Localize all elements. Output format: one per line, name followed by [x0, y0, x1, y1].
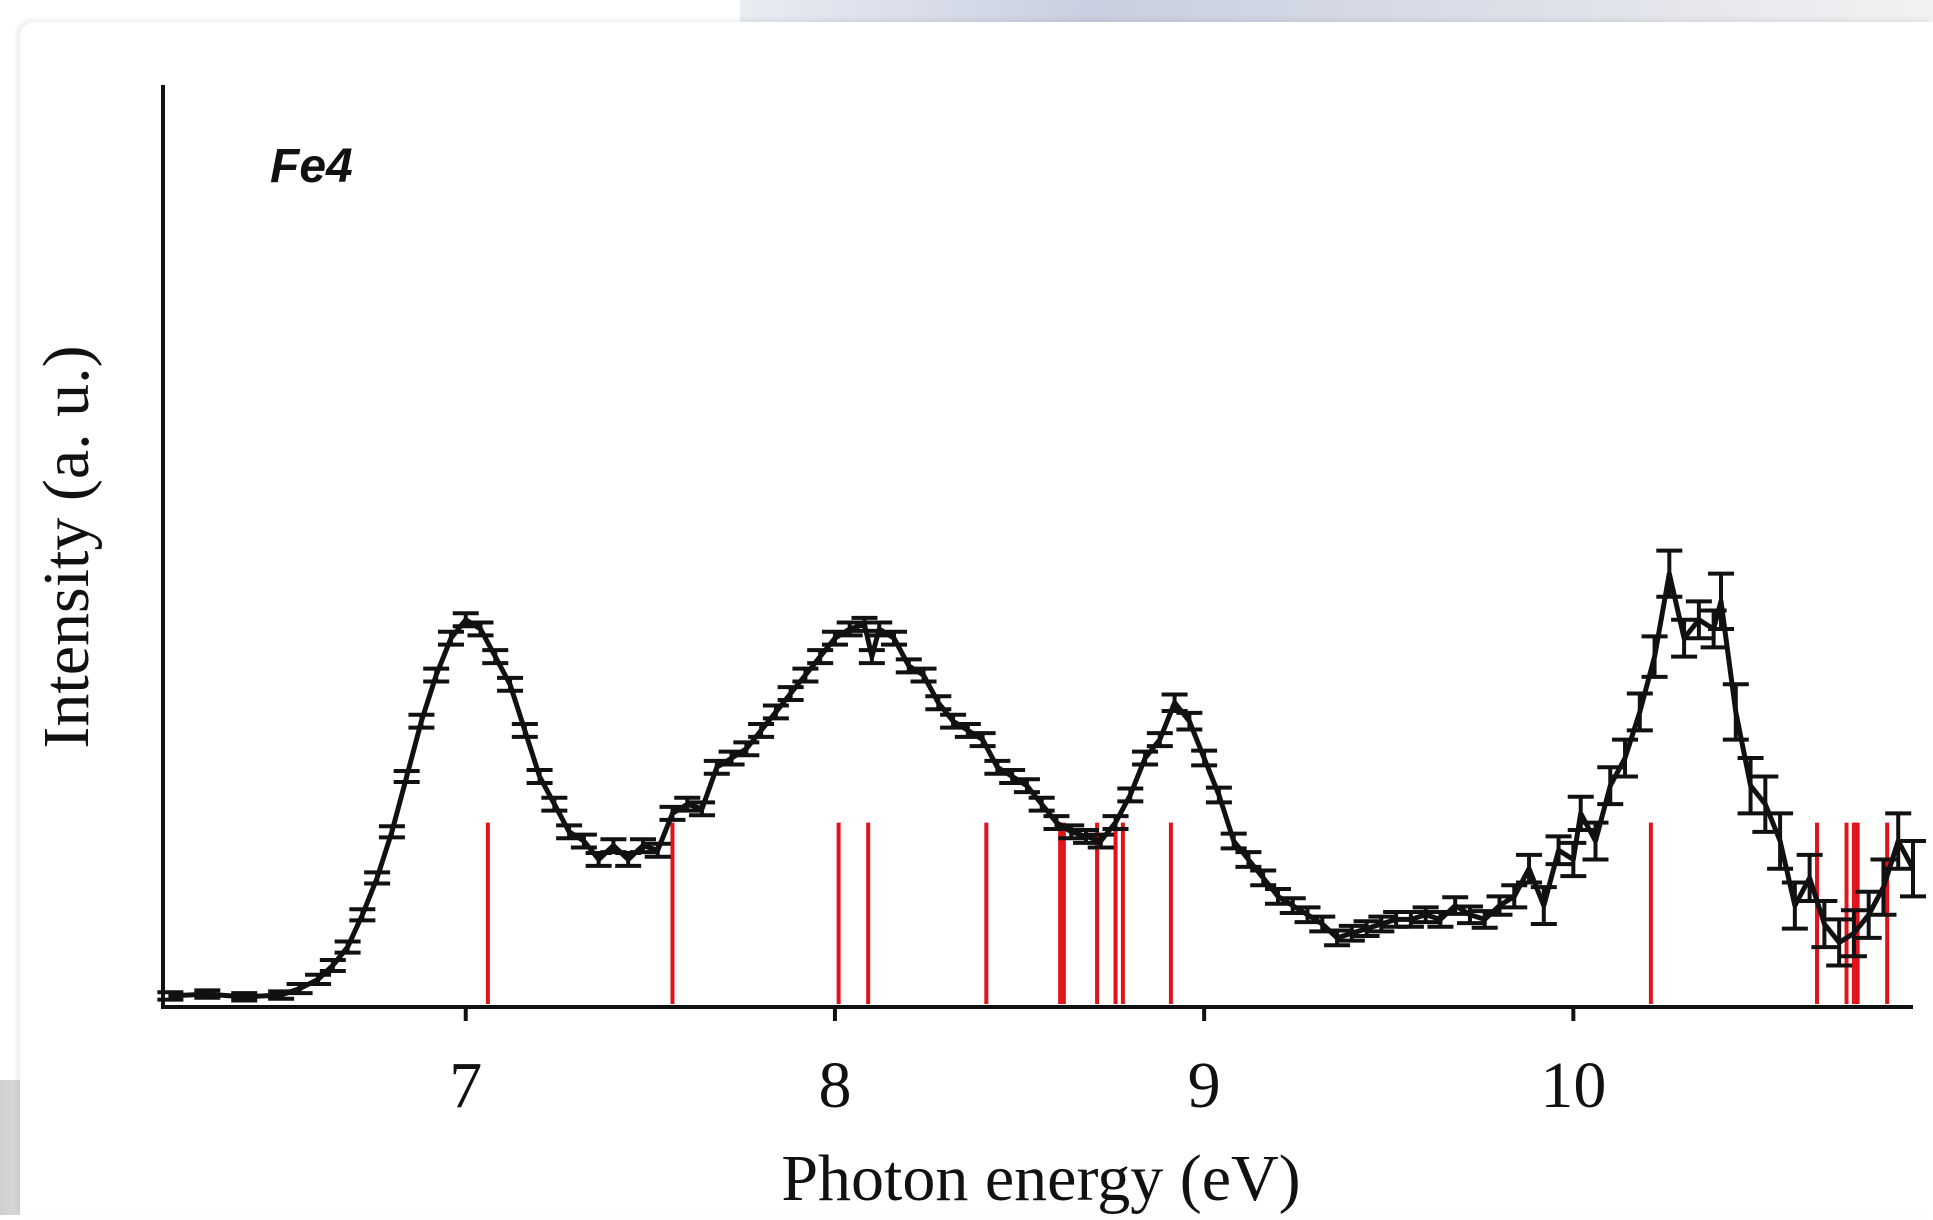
transition-lines: [485, 822, 1890, 1004]
spectrum-line: [170, 571, 1916, 1000]
x-tick-label: 9: [1188, 1049, 1221, 1122]
spectrum-chart: 7 8 9 10 Fe4 Photon energy (eV) Intensity (…: [30, 85, 1926, 1215]
background-blur-strip: [740, 0, 1933, 24]
y-axis-label: Intensity (a. u.): [30, 345, 103, 748]
x-tick-label: 7: [449, 1049, 482, 1122]
x-axis-ticks: 7 8 9 10: [449, 1007, 1606, 1122]
x-tick-label: 8: [818, 1049, 851, 1122]
x-tick-label: 10: [1540, 1049, 1606, 1122]
figure-card: 7 8 9 10 Fe4 Photon energy (eV) Intensity (…: [20, 22, 1933, 1215]
panel-label: Fe4: [270, 140, 353, 193]
x-axis-label: Photon energy (eV): [781, 1142, 1300, 1215]
